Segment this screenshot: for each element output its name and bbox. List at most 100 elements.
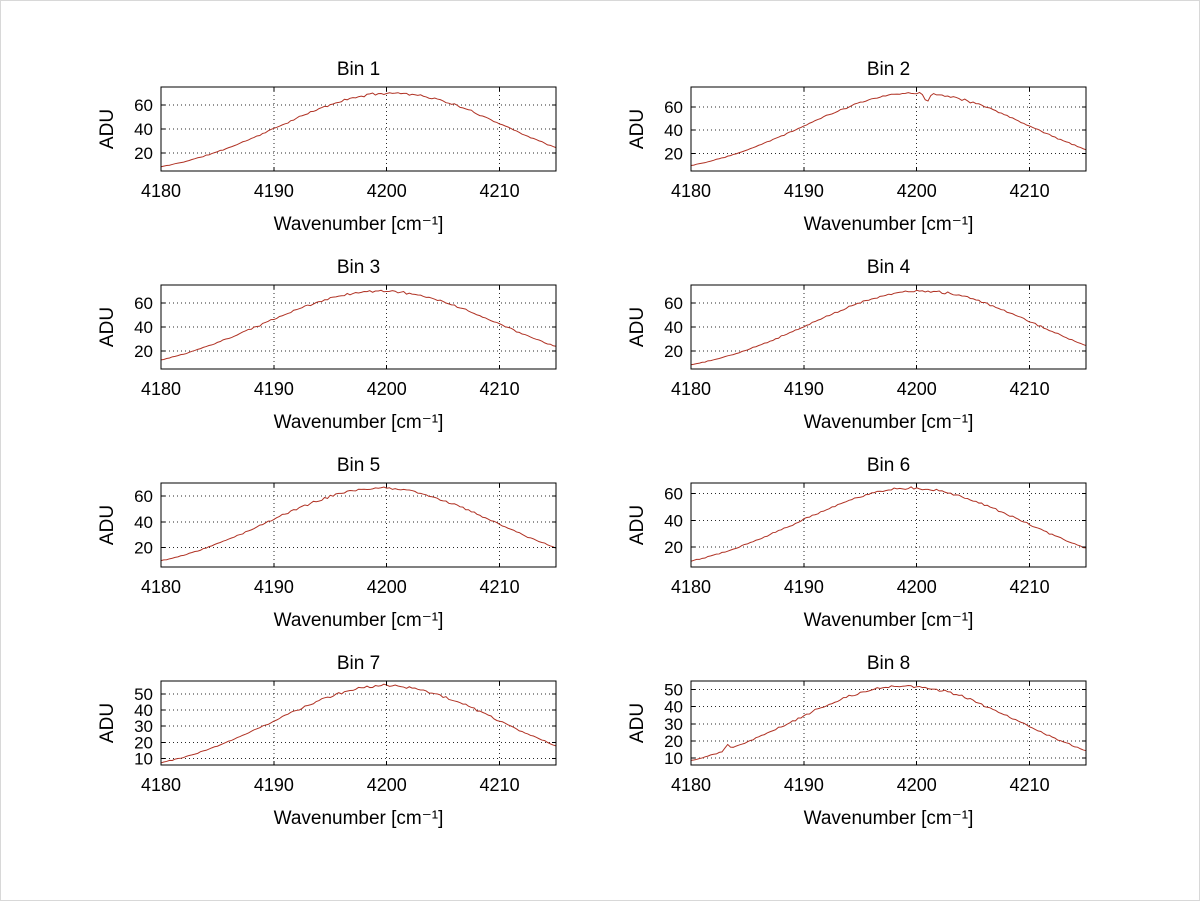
y-tick-label: 60 xyxy=(134,96,153,115)
y-tick-label: 20 xyxy=(664,538,683,557)
axes-box xyxy=(160,482,557,568)
subplot-title: Bin 5 xyxy=(337,455,380,476)
subplot-title: Bin 4 xyxy=(867,257,911,278)
y-axis-label: ADU xyxy=(627,307,648,347)
x-tick-label: 4200 xyxy=(367,379,407,399)
y-tick-label: 20 xyxy=(134,539,153,558)
x-tick-label: 4210 xyxy=(480,379,520,399)
spectrum-line xyxy=(690,684,1087,761)
grid-lines xyxy=(160,681,556,765)
x-tick-label: 4200 xyxy=(897,181,937,201)
subplot-bin-5: Bin 5 4180 4190 4200 4210 20 40 60 Wavenumber [c… xyxy=(1,437,601,635)
x-tick-label: 4190 xyxy=(784,577,824,597)
tick-marks xyxy=(690,681,1086,765)
x-axis-label: Wavenumber [cm⁻¹] xyxy=(804,808,974,829)
y-tick-label: 10 xyxy=(134,750,153,769)
axes-area: Bin 5 4180 4190 4200 4210 20 40 60 Wavenumber [c… xyxy=(97,455,557,631)
y-tick-label: 50 xyxy=(134,685,153,704)
subplot-title: Bin 6 xyxy=(867,455,910,476)
grid-lines xyxy=(160,285,556,369)
y-tick-label: 40 xyxy=(664,511,683,530)
y-tick-label: 60 xyxy=(664,98,683,117)
x-tick-label: 4200 xyxy=(897,379,937,399)
y-tick-label: 20 xyxy=(134,144,153,163)
axes-area: Bin 2 4180 4190 4200 4210 20 40 60 Wavenumber [c… xyxy=(627,59,1087,235)
axes-area: Bin 4 4180 4190 4200 4210 20 40 60 Wavenumber [c… xyxy=(627,257,1087,433)
y-tick-label: 40 xyxy=(664,698,683,717)
x-tick-label: 4190 xyxy=(784,775,824,795)
y-tick-label: 20 xyxy=(134,342,153,361)
spectrum-line xyxy=(690,486,1087,562)
x-tick-label: 4200 xyxy=(367,577,407,597)
x-tick-label: 4190 xyxy=(254,379,294,399)
axes-box xyxy=(690,680,1087,766)
subplot-title: Bin 3 xyxy=(337,257,380,278)
x-axis-label: Wavenumber [cm⁻¹] xyxy=(274,412,444,433)
tick-marks xyxy=(160,285,556,369)
subplot-title: Bin 8 xyxy=(867,653,910,674)
y-axis-label: ADU xyxy=(97,109,118,149)
y-tick-label: 40 xyxy=(134,701,153,720)
axes-area: Bin 1 4180 4190 4200 4210 20 40 60 Wavenumber [c… xyxy=(97,59,557,235)
axes-area: Bin 3 4180 4190 4200 4210 20 40 60 Wavenumber [c… xyxy=(97,257,557,433)
axes-box xyxy=(160,680,557,766)
x-tick-label: 4190 xyxy=(254,577,294,597)
x-tick-label: 4180 xyxy=(141,577,181,597)
axes-box xyxy=(690,482,1087,568)
axes-box xyxy=(160,284,557,370)
x-tick-label: 4180 xyxy=(671,577,711,597)
x-tick-label: 4210 xyxy=(1010,181,1050,201)
x-tick-label: 4210 xyxy=(480,181,520,201)
x-axis-label: Wavenumber [cm⁻¹] xyxy=(274,214,444,235)
spectrum-line xyxy=(690,91,1087,167)
x-tick-label: 4180 xyxy=(671,775,711,795)
subplot-bin-1: Bin 1 4180 4190 4200 4210 20 40 60 Wavenumber [c… xyxy=(1,41,601,239)
x-tick-label: 4210 xyxy=(480,577,520,597)
grid-lines xyxy=(160,483,556,567)
y-tick-label: 60 xyxy=(664,294,683,313)
subplot-bin-3: Bin 3 4180 4190 4200 4210 20 40 60 Wavenumber [c… xyxy=(1,239,601,437)
x-tick-label: 4210 xyxy=(1010,379,1050,399)
x-axis-label: Wavenumber [cm⁻¹] xyxy=(804,214,974,235)
y-tick-label: 60 xyxy=(664,485,683,504)
spectrum-line xyxy=(160,289,557,361)
axes-area: Bin 6 4180 4190 4200 4210 20 40 60 Wavenumber [c… xyxy=(627,455,1087,631)
grid-lines xyxy=(690,681,1086,765)
subplot-title: Bin 1 xyxy=(337,59,380,80)
x-tick-label: 4180 xyxy=(141,379,181,399)
axes-box xyxy=(160,86,557,172)
grid-lines xyxy=(160,87,556,171)
x-tick-label: 4210 xyxy=(480,775,520,795)
y-tick-label: 20 xyxy=(664,342,683,361)
y-tick-label: 40 xyxy=(664,318,683,337)
spectrum-line xyxy=(690,289,1087,366)
x-tick-label: 4200 xyxy=(897,577,937,597)
x-tick-label: 4190 xyxy=(254,775,294,795)
axes-box xyxy=(690,86,1087,172)
x-axis-label: Wavenumber [cm⁻¹] xyxy=(274,808,444,829)
x-tick-label: 4200 xyxy=(367,181,407,201)
y-axis-label: ADU xyxy=(97,505,118,545)
x-axis-label: Wavenumber [cm⁻¹] xyxy=(274,610,444,631)
y-tick-label: 20 xyxy=(134,733,153,752)
subplot-bin-7: Bin 7 4180 4190 4200 4210 10 20 30 40 50 Wavenumbe… xyxy=(1,635,601,833)
x-tick-label: 4210 xyxy=(1010,577,1050,597)
y-tick-label: 60 xyxy=(134,487,153,506)
y-axis-label: ADU xyxy=(627,109,648,149)
y-tick-label: 20 xyxy=(664,145,683,164)
subplot-bin-6: Bin 6 4180 4190 4200 4210 20 40 60 Wavenumber [c… xyxy=(531,437,1131,635)
y-tick-label: 30 xyxy=(134,717,153,736)
y-tick-label: 20 xyxy=(664,732,683,751)
y-tick-label: 40 xyxy=(134,120,153,139)
x-tick-label: 4180 xyxy=(141,775,181,795)
y-tick-label: 40 xyxy=(134,513,153,532)
y-tick-label: 10 xyxy=(664,749,683,768)
x-tick-label: 4200 xyxy=(367,775,407,795)
y-tick-label: 60 xyxy=(134,294,153,313)
x-tick-label: 4190 xyxy=(784,379,824,399)
y-axis-label: ADU xyxy=(627,505,648,545)
subplot-bin-8: Bin 8 4180 4190 4200 4210 10 20 30 40 50 Wavenumbe… xyxy=(531,635,1131,833)
axes-box xyxy=(690,284,1087,370)
x-tick-label: 4180 xyxy=(671,379,711,399)
